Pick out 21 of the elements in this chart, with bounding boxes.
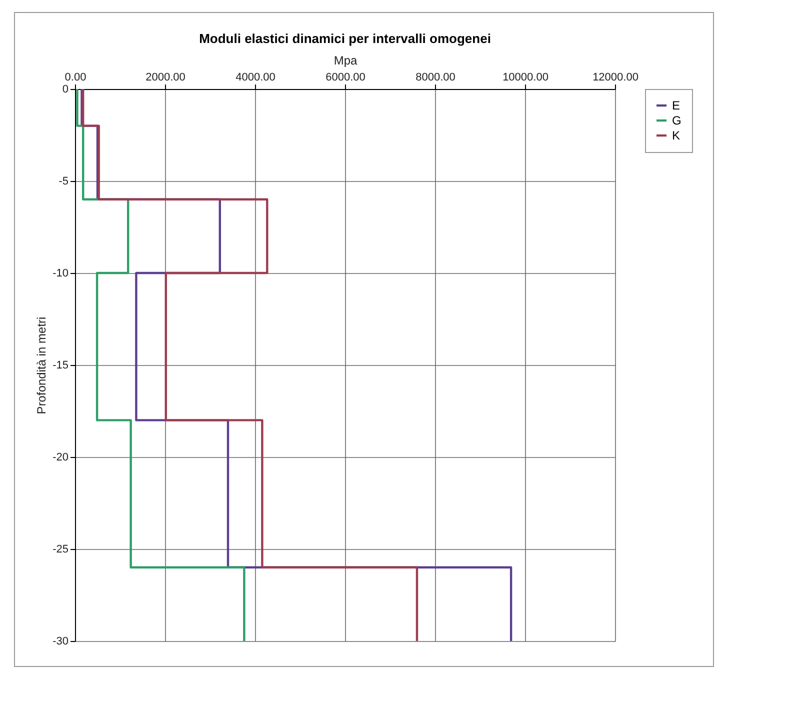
x-tick-label: 12000.00 bbox=[592, 72, 638, 84]
x-tick-label: 0.00 bbox=[64, 72, 86, 84]
legend-label: K bbox=[672, 128, 680, 142]
line-series bbox=[82, 88, 418, 642]
x-tick-label: 8000.00 bbox=[416, 72, 456, 84]
legend-label: G bbox=[672, 114, 682, 128]
y-tick-label: -5 bbox=[58, 176, 68, 188]
chart-title: Moduli elastici dinamici per intervalli omogenei bbox=[199, 31, 491, 46]
y-tick-label: 0 bbox=[62, 84, 68, 96]
y-tick-label: -25 bbox=[52, 544, 68, 556]
legend-label: E bbox=[672, 98, 680, 112]
y-tick-label: -10 bbox=[52, 268, 68, 280]
x-tick-label: 2000.00 bbox=[146, 72, 186, 84]
x-axis-title: Mpa bbox=[334, 54, 358, 68]
y-tick-label: -20 bbox=[52, 452, 68, 464]
x-tick-label: 10000.00 bbox=[502, 72, 548, 84]
y-tick-label: -15 bbox=[52, 360, 68, 372]
y-tick-label: -30 bbox=[52, 636, 68, 648]
y-axis-title: Profondità in metri bbox=[34, 316, 49, 414]
x-tick-label: 6000.00 bbox=[326, 72, 366, 84]
x-tick-label: 4000.00 bbox=[236, 72, 276, 84]
